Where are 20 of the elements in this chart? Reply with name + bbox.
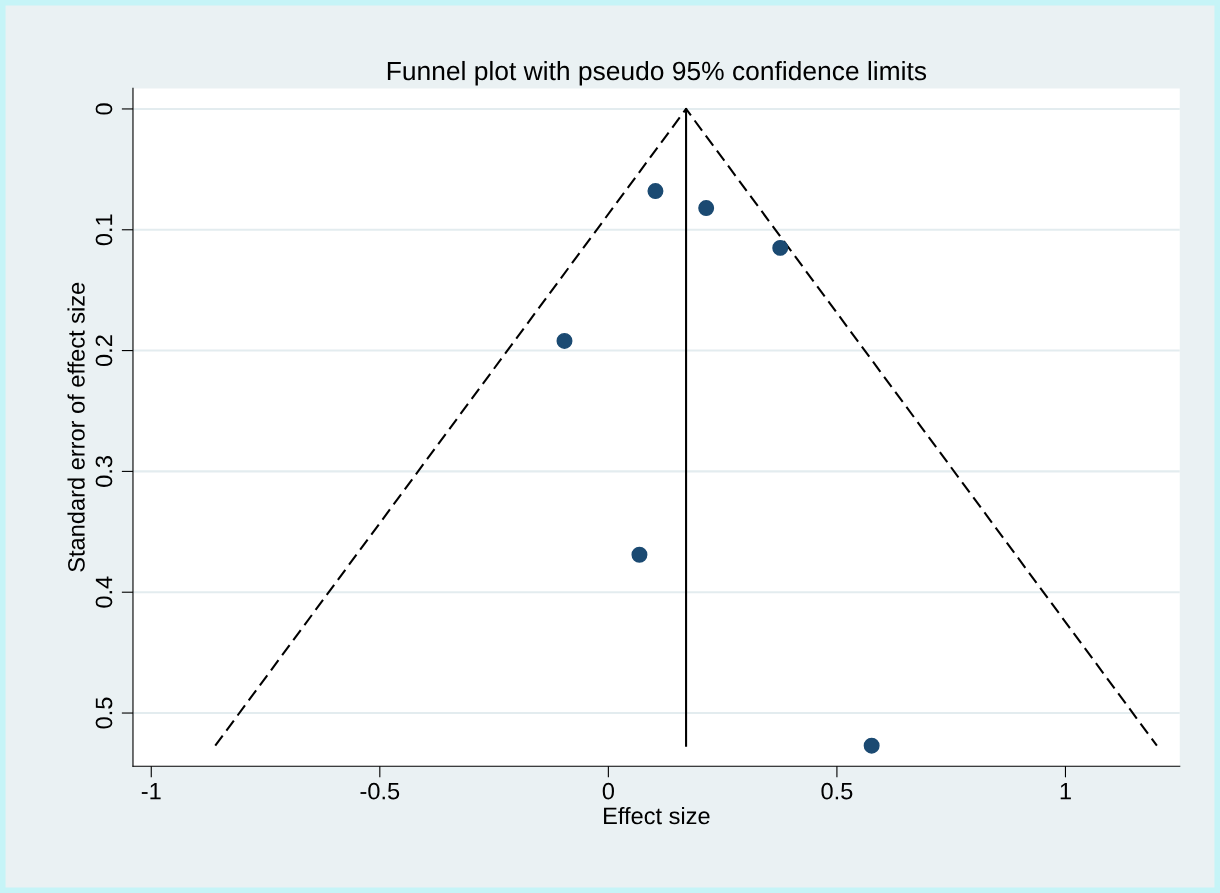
y-tick-label: 0.4 <box>95 576 113 608</box>
point <box>631 546 648 563</box>
x-tick-label: 0 <box>602 782 615 800</box>
point <box>863 737 880 754</box>
point <box>772 239 789 256</box>
point <box>647 183 664 200</box>
y-tick-label: 0.1 <box>95 214 113 246</box>
x-tick-label: -1 <box>141 783 161 800</box>
y-axis-title: Standard error of effect size <box>67 282 85 572</box>
x-tick-label: -0.5 <box>360 782 400 800</box>
point <box>698 200 715 216</box>
y-tick-label: 0.3 <box>95 456 113 487</box>
point <box>556 332 573 349</box>
y-tick-label: 0.2 <box>95 335 113 367</box>
x-tick-label: 0.5 <box>821 782 853 800</box>
y-tick-label: 0 <box>95 103 113 115</box>
chart-title: Funnel plot with pseudo 95% confidence limits <box>387 60 927 86</box>
x-axis-title: Effect size <box>604 806 710 825</box>
x-tick-label: 1 <box>1060 783 1071 800</box>
y-tick-label: 0.5 <box>95 697 113 729</box>
